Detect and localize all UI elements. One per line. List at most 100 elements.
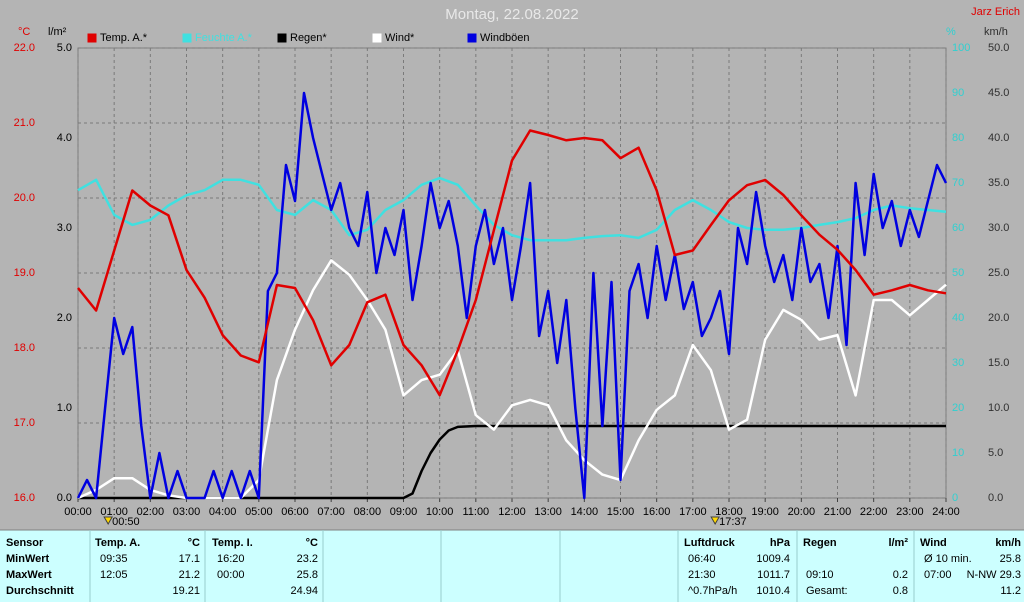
- cell-value: 1011.7: [757, 569, 790, 581]
- y-tick-label: 40.0: [988, 132, 1009, 144]
- y-tick-label: 60: [952, 222, 964, 234]
- y-tick-label: 20: [952, 402, 964, 414]
- legend-label: Windböen: [480, 32, 530, 44]
- x-tick-label: 08:00: [354, 506, 382, 518]
- cell-value: 0.8: [893, 585, 908, 597]
- x-tick-label: 15:00: [607, 506, 635, 518]
- x-tick-label: 24:00: [932, 506, 960, 518]
- y-tick-label: 70: [952, 177, 964, 189]
- y-tick-label: 40: [952, 312, 964, 324]
- axis-unit: °C: [18, 26, 30, 38]
- cell-value: 17.1: [179, 553, 200, 565]
- axis-unit: km/h: [984, 26, 1008, 38]
- cell-value: 11.2: [1000, 585, 1021, 597]
- row-label: Sensor: [6, 537, 44, 549]
- x-tick-label: 10:00: [426, 506, 454, 518]
- y-tick-label: 5.0: [57, 42, 72, 54]
- y-tick-label: 35.0: [988, 177, 1009, 189]
- row-label: MaxWert: [6, 569, 52, 581]
- y-tick-label: 2.0: [57, 312, 72, 324]
- marker: [710, 516, 720, 526]
- marker: [103, 516, 114, 526]
- column-header: Luftdruck: [684, 537, 736, 549]
- cell-time: ^0.7hPa/h: [688, 585, 737, 597]
- cell-time: Gesamt:: [806, 585, 848, 597]
- cell-time: 06:40: [688, 553, 716, 565]
- x-tick-label: 23:00: [896, 506, 924, 518]
- legend-label: Wind*: [385, 32, 415, 44]
- x-tick-label: 03:00: [173, 506, 201, 518]
- legend-swatch: [277, 33, 287, 43]
- y-tick-label: 50.0: [988, 42, 1009, 54]
- x-tick-label: 17:00: [679, 506, 707, 518]
- column-unit: °C: [306, 537, 318, 549]
- x-tick-label: 07:00: [317, 506, 345, 518]
- y-tick-label: 3.0: [57, 222, 72, 234]
- cell-time: 16:20: [217, 553, 245, 565]
- legend-swatch: [372, 33, 382, 43]
- column-unit: °C: [188, 537, 200, 549]
- cell-time: 00:00: [217, 569, 245, 581]
- y-tick-label: 45.0: [988, 87, 1009, 99]
- y-tick-label: 30.0: [988, 222, 1009, 234]
- column-unit: km/h: [995, 537, 1021, 549]
- cell-value: 0.2: [893, 569, 908, 581]
- y-tick-label: 80: [952, 132, 964, 144]
- y-tick-label: 10: [952, 447, 964, 459]
- x-tick-label: 18:00: [715, 506, 743, 518]
- cell-value: 25.8: [297, 569, 318, 581]
- axis-unit: %: [946, 26, 956, 38]
- cell-value: 21.2: [179, 569, 200, 581]
- series-line: [78, 424, 946, 500]
- y-tick-label: 1.0: [57, 402, 72, 414]
- chart-title: Montag, 22.08.2022: [445, 6, 578, 23]
- column-header: Wind: [920, 537, 947, 549]
- x-tick-label: 13:00: [534, 506, 562, 518]
- x-tick-label: 12:00: [498, 506, 526, 518]
- cell-time: Ø 10 min.: [924, 553, 972, 565]
- y-tick-label: 18.0: [14, 342, 35, 354]
- y-tick-label: 21.0: [14, 117, 35, 129]
- cell-value: 24.94: [290, 585, 318, 597]
- column-unit: l/m²: [888, 537, 908, 549]
- column-header: Regen: [803, 537, 837, 549]
- x-tick-label: 01:00: [100, 506, 128, 518]
- x-tick-label: 11:00: [462, 506, 489, 518]
- legend-swatch: [182, 33, 192, 43]
- x-tick-label: 16:00: [643, 506, 671, 518]
- x-tick-label: 19:00: [751, 506, 779, 518]
- y-tick-label: 16.0: [14, 492, 35, 504]
- cell-time: 12:05: [100, 569, 128, 581]
- y-tick-label: 20.0: [988, 312, 1009, 324]
- column-unit: hPa: [770, 537, 791, 549]
- legend-label: Temp. A.*: [100, 32, 148, 44]
- annotation: 17:37: [719, 516, 747, 528]
- y-tick-label: 15.0: [988, 357, 1009, 369]
- y-tick-label: 10.0: [988, 402, 1009, 414]
- x-tick-label: 21:00: [824, 506, 852, 518]
- y-tick-label: 4.0: [57, 132, 72, 144]
- y-tick-label: 20.0: [14, 192, 35, 204]
- cell-time: 07:00: [924, 569, 952, 581]
- x-tick-label: 14:00: [571, 506, 599, 518]
- x-tick-label: 22:00: [860, 506, 888, 518]
- cell-value: 19.21: [172, 585, 200, 597]
- y-tick-label: 0: [952, 492, 958, 504]
- series-line: [77, 129, 947, 397]
- x-tick-label: 09:00: [390, 506, 418, 518]
- legend-swatch: [87, 33, 97, 43]
- y-tick-label: 50: [952, 267, 964, 279]
- cell-time: 09:35: [100, 553, 128, 565]
- cell-value: 23.2: [297, 553, 318, 565]
- column-header: Temp. A.: [95, 537, 140, 549]
- cell-value: N-NW 29.3: [967, 569, 1021, 581]
- cell-time: 09:10: [806, 569, 834, 581]
- summary-table: [0, 530, 1024, 602]
- series-line: [76, 91, 948, 500]
- y-tick-label: 0.0: [988, 492, 1003, 504]
- column-header: Temp. I.: [212, 537, 253, 549]
- cell-time: 21:30: [688, 569, 716, 581]
- annotation: 00:50: [112, 516, 140, 528]
- legend-swatch: [467, 33, 477, 43]
